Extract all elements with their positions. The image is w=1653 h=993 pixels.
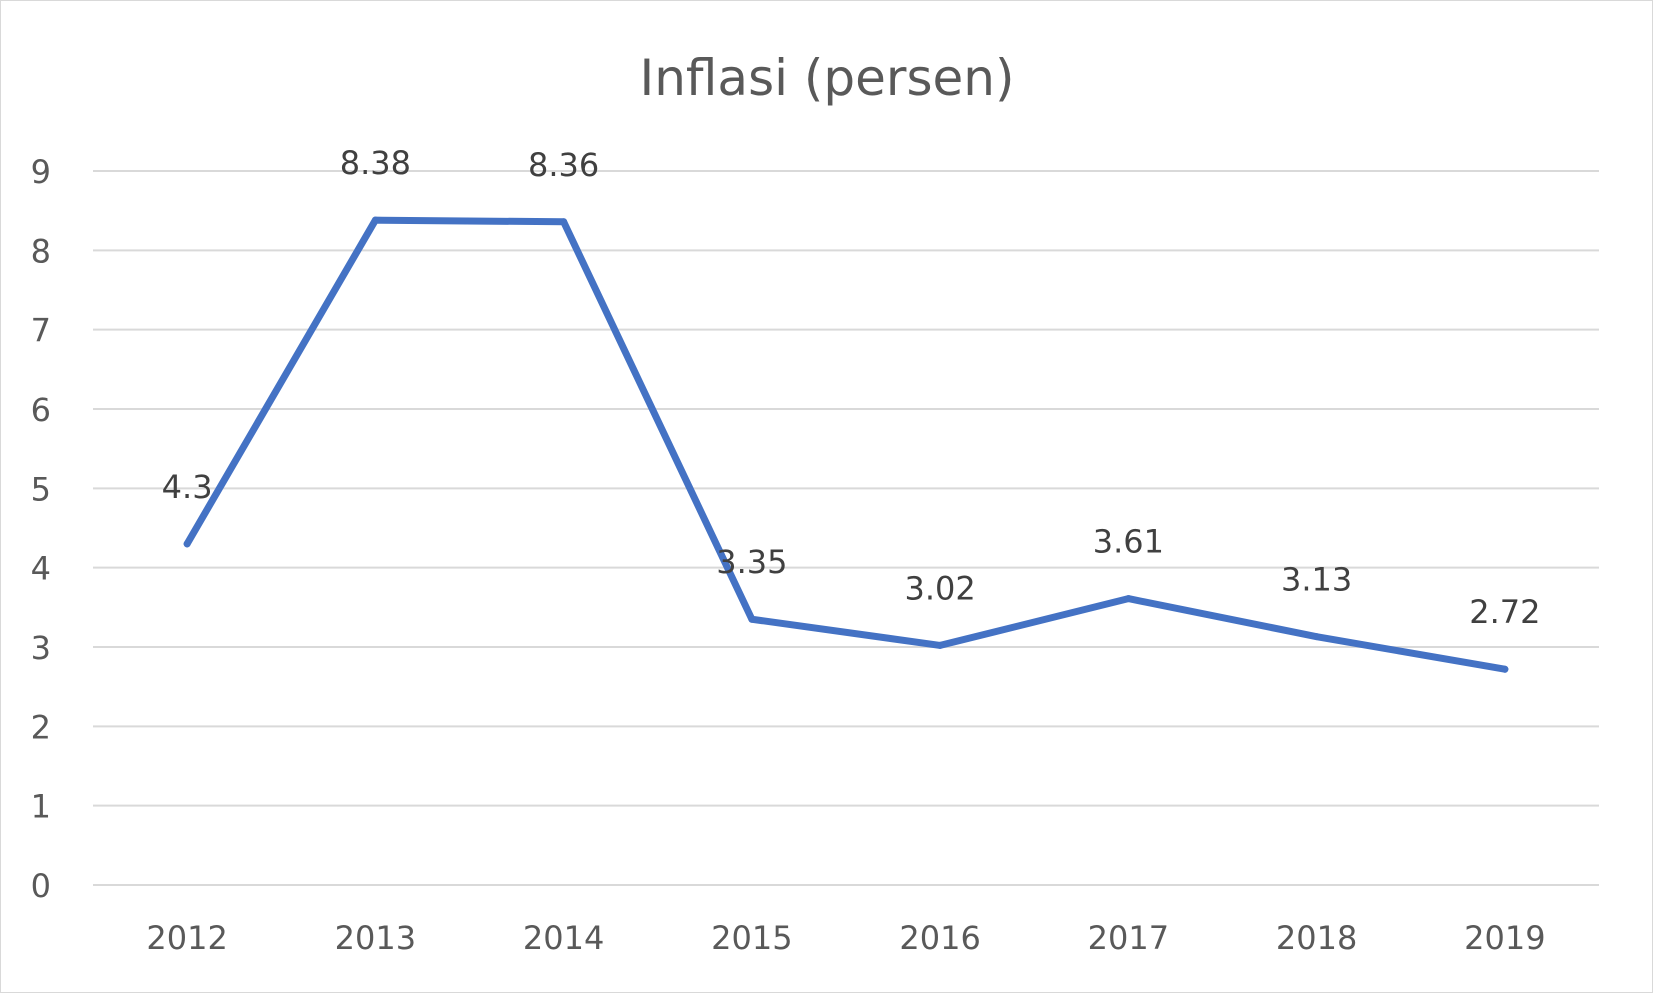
y-tick-label: 8: [31, 232, 51, 270]
data-label: 3.13: [1281, 561, 1352, 599]
x-tick-label: 2013: [335, 919, 416, 957]
data-label: 3.61: [1093, 523, 1164, 561]
data-point: [1501, 665, 1509, 673]
series-layer: [183, 216, 1509, 673]
y-tick-label: 5: [31, 470, 51, 508]
data-point: [1313, 633, 1321, 641]
data-point: [371, 216, 379, 224]
data-label: 3.35: [716, 543, 787, 581]
x-tick-label: 2016: [899, 919, 980, 957]
x-axis-tick-labels: 2012 2013 2014 2015 2016 2017 2018 2019: [146, 919, 1545, 957]
gridlines: [93, 170, 1599, 886]
y-tick-label: 9: [31, 153, 51, 191]
x-tick-label: 2014: [523, 919, 604, 957]
data-label: 4.3: [162, 468, 213, 506]
x-tick-label: 2012: [146, 919, 227, 957]
data-point: [748, 615, 756, 623]
data-label: 3.02: [905, 569, 976, 607]
data-label: 2.72: [1469, 593, 1540, 631]
data-labels: 4.3 8.38 8.36 3.35 3.02 3.61 3.13 2.72: [162, 144, 1541, 631]
data-point: [1124, 595, 1132, 603]
y-tick-label: 6: [31, 391, 51, 429]
x-tick-label: 2018: [1276, 919, 1357, 957]
chart-title: Inflasi (persen): [640, 49, 1015, 107]
y-tick-label: 0: [31, 867, 51, 905]
y-tick-label: 7: [31, 312, 51, 350]
data-point: [560, 218, 568, 226]
y-tick-label: 1: [31, 788, 51, 826]
data-label: 8.38: [340, 144, 411, 182]
x-tick-label: 2019: [1464, 919, 1545, 957]
y-axis-tick-labels: 0 1 2 3 4 5 6 7 8 9: [31, 153, 51, 905]
y-tick-label: 4: [31, 550, 51, 588]
y-tick-label: 2: [31, 708, 51, 746]
data-label: 8.36: [528, 146, 599, 184]
data-point: [183, 540, 191, 548]
series-line: [183, 216, 1509, 673]
x-tick-label: 2017: [1088, 919, 1169, 957]
y-tick-label: 3: [31, 629, 51, 667]
x-tick-label: 2015: [711, 919, 792, 957]
data-point: [936, 641, 944, 649]
